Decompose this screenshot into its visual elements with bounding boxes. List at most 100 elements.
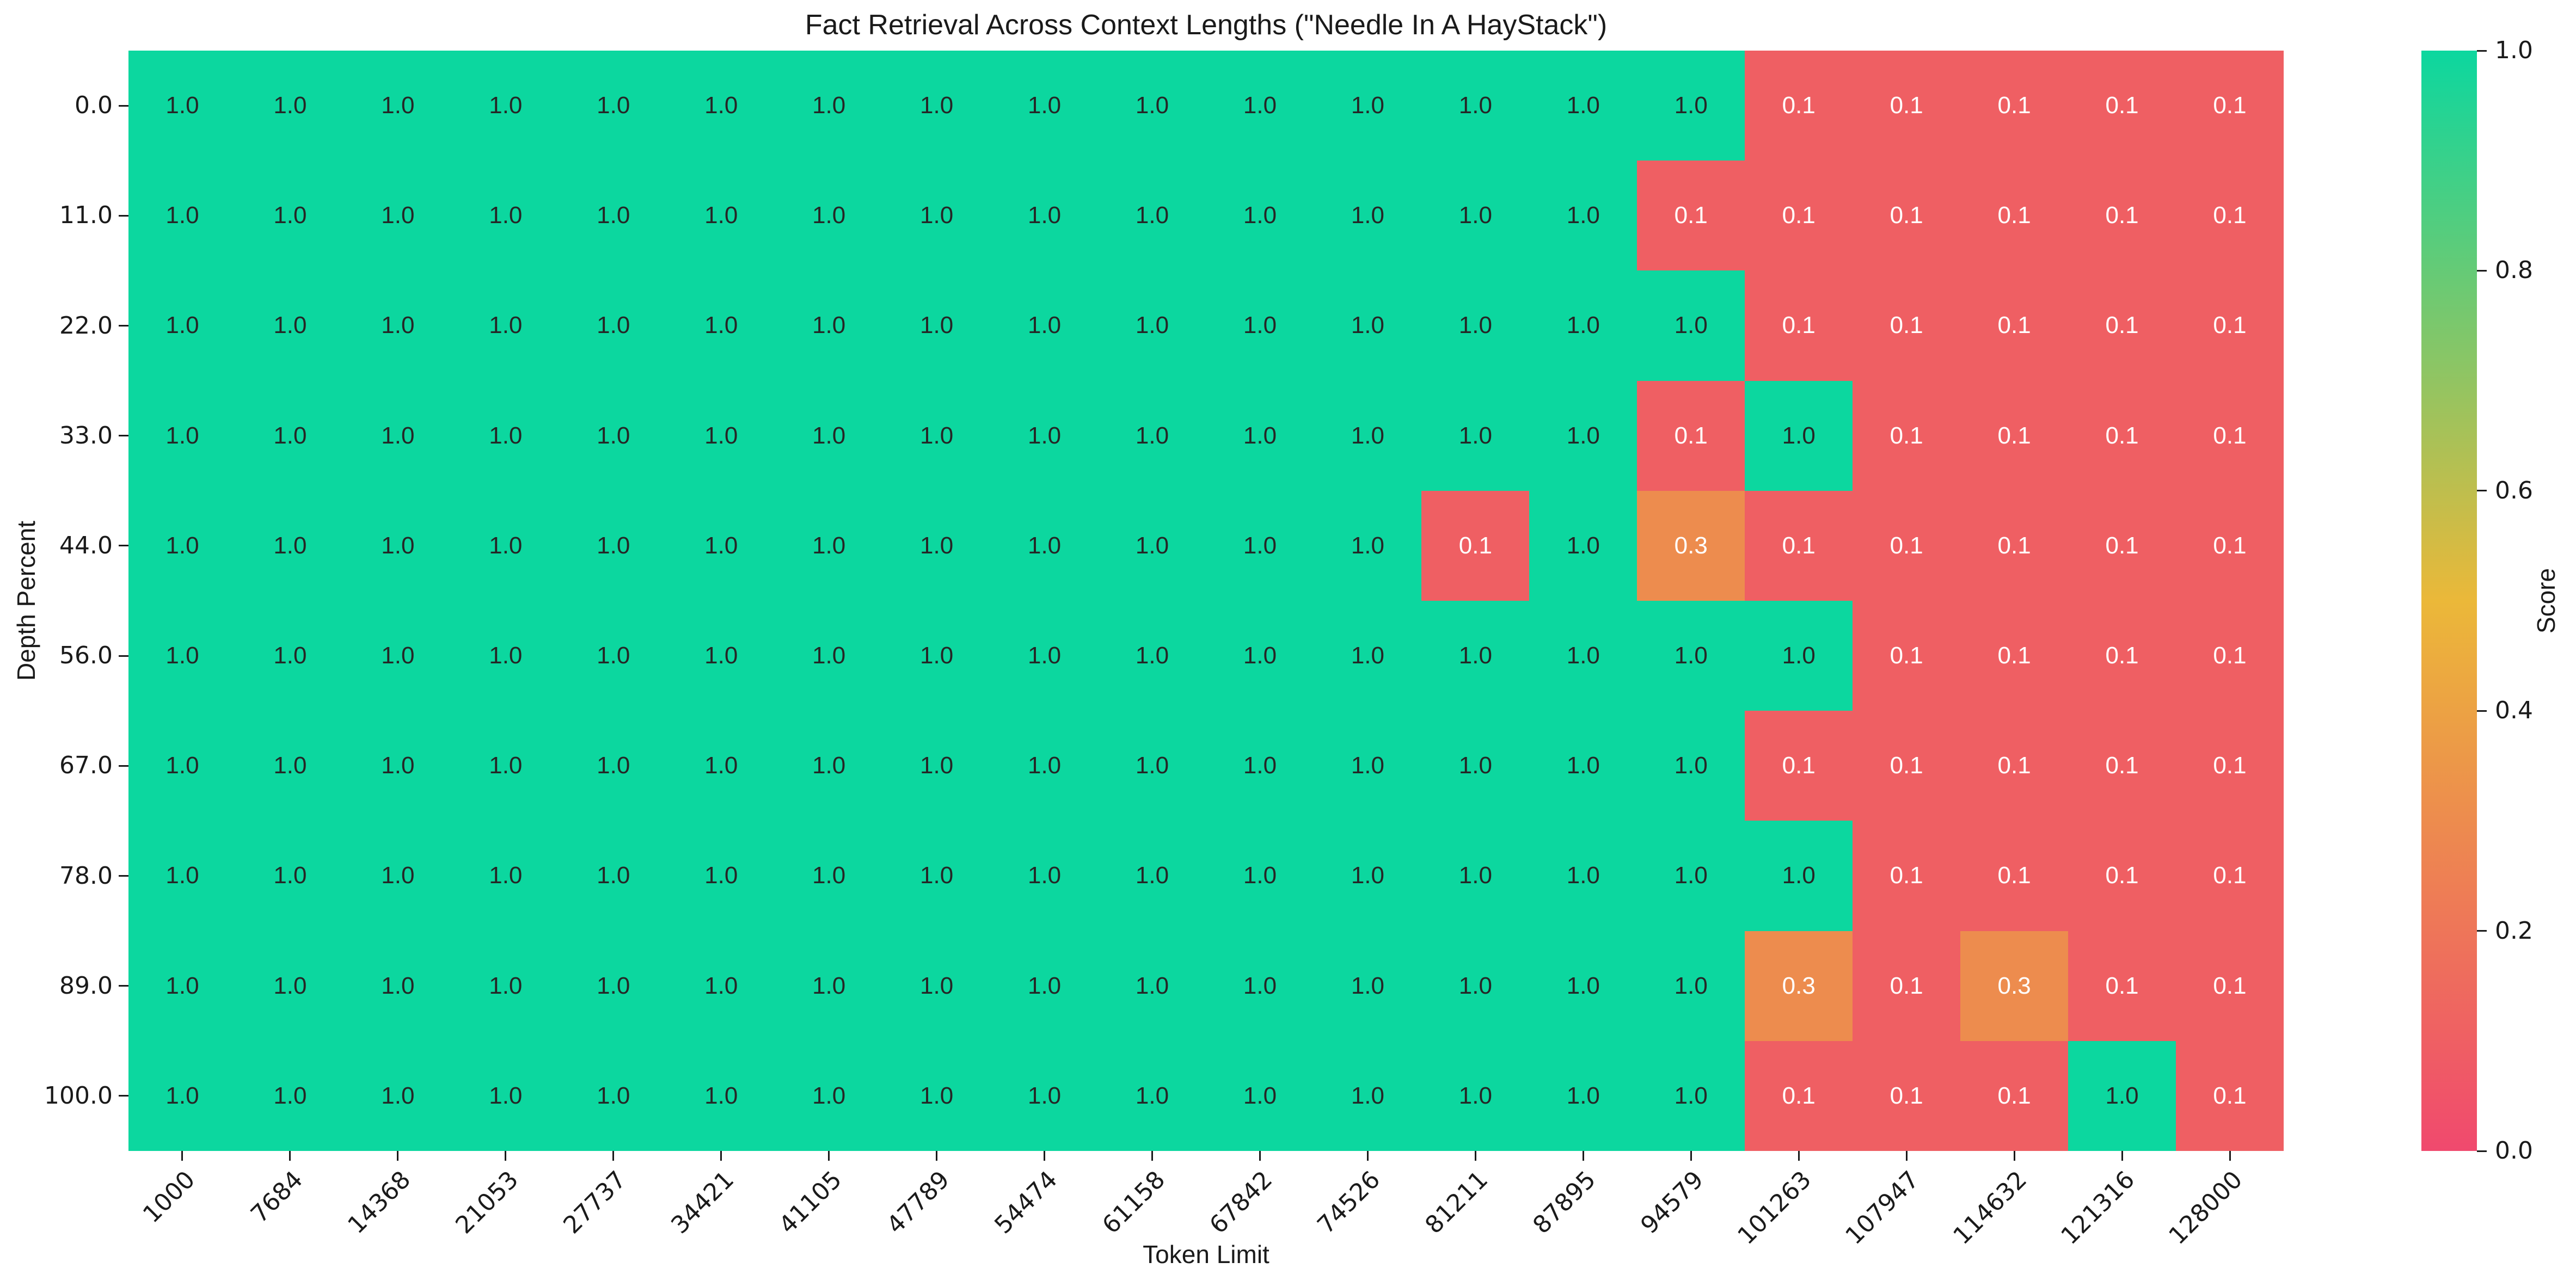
x-tick-label: 14368 [342,1166,416,1240]
y-tick-label: 89.0 [59,971,113,1000]
x-tick-label: 61158 [1096,1166,1170,1240]
heatmap-cell: 1.0 [667,711,775,821]
heatmap-cell: 1.0 [775,161,883,271]
heatmap-cell: 1.0 [667,380,775,491]
heatmap-cell: 1.0 [451,711,560,821]
y-tick-label: 33.0 [59,421,113,449]
heatmap-cell: 1.0 [1206,380,1314,491]
colorbar-tick-label: 0.0 [2495,1137,2533,1165]
colorbar-tick-label: 0.4 [2495,697,2533,725]
tick-mark [1259,1151,1261,1161]
heatmap-cell: 1.0 [1314,711,1422,821]
heatmap-cell: 1.0 [344,600,452,711]
heatmap-cell: 1.0 [1745,600,1853,711]
heatmap-cell: 1.0 [559,711,667,821]
heatmap-cell: 0.1 [1960,161,2069,271]
heatmap-cell: 1.0 [1314,490,1422,601]
tick-mark [1474,1151,1476,1161]
heatmap-cell: 1.0 [1206,1040,1314,1151]
heatmap-cell: 1.0 [128,270,236,381]
tick-mark [181,1151,183,1161]
heatmap-cell: 1.0 [236,270,344,381]
heatmap-cell: 1.0 [882,821,991,931]
tick-mark [2477,269,2487,272]
colorbar-gradient [2421,51,2477,1151]
heatmap-cell: 1.0 [128,490,236,601]
heatmap-cell: 1.0 [990,600,1099,711]
heatmap-cell: 0.1 [2176,711,2284,821]
y-tick-label: 22.0 [59,311,113,340]
heatmap-cell: 0.1 [2176,600,2284,711]
y-tick-label: 44.0 [59,531,113,559]
heatmap-cell: 1.0 [1529,600,1637,711]
heatmap-cell: 1.0 [1637,711,1745,821]
heatmap-cell: 0.1 [2068,931,2176,1041]
x-tick-label: 94579 [1635,1166,1709,1240]
heatmap-cell: 1.0 [1098,821,1206,931]
heatmap-cell: 1.0 [128,600,236,711]
heatmap-cell: 1.0 [559,161,667,271]
heatmap-cell: 0.1 [1853,711,1961,821]
heatmap-cell: 1.0 [990,821,1099,931]
heatmap-cell: 1.0 [1529,1040,1637,1151]
heatmap-cell: 1.0 [559,270,667,381]
heatmap-cell: 1.0 [1421,270,1530,381]
heatmap-cell: 1.0 [1529,490,1637,601]
heatmap-cell: 0.1 [2068,490,2176,601]
heatmap-cell: 1.0 [667,51,775,161]
heatmap-cell: 0.1 [2176,821,2284,931]
tick-mark [119,435,128,437]
heatmap-cell: 0.1 [2176,931,2284,1041]
tick-mark [119,214,128,217]
heatmap-cell: 1.0 [451,1040,560,1151]
heatmap-cell: 1.0 [775,270,883,381]
heatmap-cell: 0.1 [1960,600,2069,711]
heatmap-cell: 1.0 [344,490,452,601]
x-tick-label: 41105 [773,1166,847,1240]
heatmap-cell: 1.0 [1206,931,1314,1041]
heatmap-cell: 1.0 [1637,600,1745,711]
heatmap-cell: 1.0 [1745,821,1853,931]
heatmap-cell: 0.1 [2068,821,2176,931]
heatmap-cell: 1.0 [1098,931,1206,1041]
tick-mark [2477,710,2487,712]
heatmap-cell: 0.1 [2068,711,2176,821]
x-tick-label: 21053 [450,1166,524,1240]
x-tick-label: 47789 [881,1166,955,1240]
heatmap-cell: 1.0 [990,380,1099,491]
y-tick-label: 0.0 [75,91,113,120]
heatmap-cell: 1.0 [128,821,236,931]
heatmap-cell: 1.0 [667,600,775,711]
heatmap-cell: 1.0 [236,51,344,161]
heatmap-cell: 0.1 [1637,380,1745,491]
heatmap-cell: 1.0 [1421,51,1530,161]
heatmap-cell: 1.0 [1421,380,1530,491]
heatmap-cell: 1.0 [1206,51,1314,161]
heatmap-cell: 1.0 [882,51,991,161]
heatmap-cell: 1.0 [1314,161,1422,271]
heatmap-cell: 0.1 [2176,161,2284,271]
heatmap-cell: 1.0 [1529,821,1637,931]
tick-mark [1690,1151,1692,1161]
heatmap-cell: 1.0 [1314,380,1422,491]
tick-mark [936,1151,938,1161]
heatmap-cell: 1.0 [451,270,560,381]
heatmap-cell: 1.0 [1637,51,1745,161]
y-tick-label: 56.0 [59,642,113,670]
heatmap-cell: 0.1 [1853,490,1961,601]
heatmap-cell: 0.1 [2176,51,2284,161]
heatmap-cell: 1.0 [128,1040,236,1151]
x-tick-label: 34421 [665,1166,739,1240]
heatmap-cell: 1.0 [1421,711,1530,821]
tick-mark [2229,1151,2231,1161]
heatmap-cell: 1.0 [344,1040,452,1151]
heatmap-cell: 1.0 [882,600,991,711]
y-tick-label: 11.0 [59,201,113,230]
heatmap-cell: 1.0 [344,711,452,821]
tick-mark [119,1095,128,1097]
heatmap-cell: 1.0 [1314,600,1422,711]
tick-mark [2477,50,2487,52]
heatmap-cell: 1.0 [1206,270,1314,381]
heatmap-cell: 1.0 [1098,270,1206,381]
x-tick-label: 54474 [989,1166,1063,1240]
